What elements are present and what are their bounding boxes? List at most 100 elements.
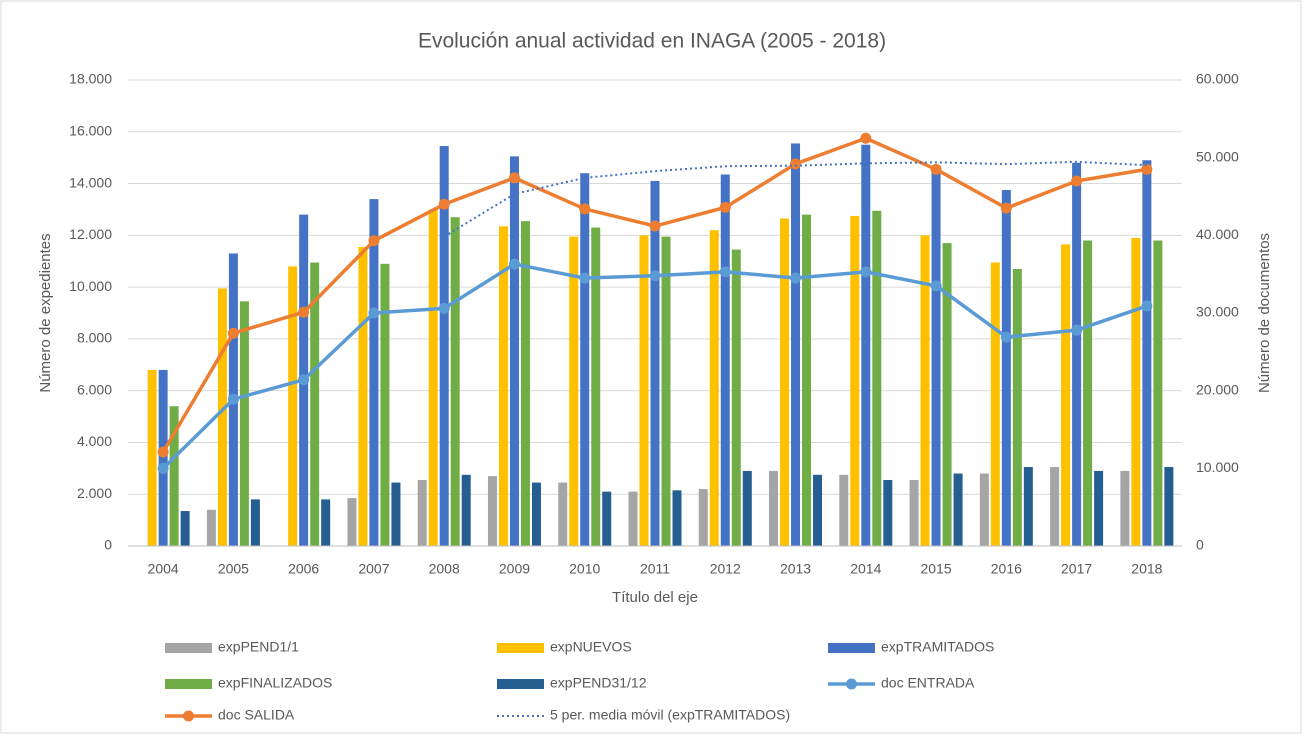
x-tick-label: 2007 [358, 561, 389, 577]
bar [720, 174, 730, 546]
legend-swatch [828, 643, 875, 653]
y-tick-label: 0 [104, 537, 112, 553]
y-tick-label: 2.000 [77, 485, 112, 501]
bar [861, 144, 871, 546]
y-tick-label: 6.000 [77, 381, 112, 397]
x-tick-label: 2004 [148, 561, 179, 577]
marker [508, 172, 520, 184]
marker [860, 266, 872, 278]
y2-tick-label: 40.000 [1196, 226, 1239, 242]
legend-swatch [165, 679, 212, 689]
legend-label: expPEND31/12 [550, 675, 647, 691]
y-tick-label: 18.000 [69, 71, 112, 87]
marker [1071, 324, 1083, 336]
bar [791, 143, 801, 546]
legend-label: 5 per. media móvil (expTRAMITADOS) [550, 707, 790, 723]
marker [790, 272, 802, 284]
x-tick-label: 2013 [780, 561, 811, 577]
y-tick-label: 10.000 [69, 278, 112, 294]
bar [180, 511, 190, 546]
bar [487, 476, 497, 546]
marker [298, 306, 310, 318]
x-tick-label: 2011 [640, 561, 670, 577]
bar [850, 215, 860, 546]
bar [239, 301, 249, 546]
marker [860, 132, 872, 144]
bar [1001, 190, 1011, 546]
bar [639, 235, 649, 547]
bar [931, 168, 941, 546]
legend-label: expNUEVOS [550, 639, 632, 655]
marker [368, 307, 380, 319]
bar [672, 490, 682, 546]
legend-label: expFINALIZADOS [218, 675, 332, 691]
y2-tick-label: 20.000 [1196, 381, 1239, 397]
bar [250, 499, 260, 546]
y2-tick-label: 50.000 [1196, 148, 1239, 164]
y-axis-title: Número de expedientes [37, 233, 54, 392]
bar [920, 235, 930, 547]
legend-swatch [497, 643, 544, 653]
x-axis-title: Título del eje [612, 589, 698, 606]
y2-tick-label: 60.000 [1196, 71, 1239, 87]
marker [157, 446, 169, 458]
x-tick-label: 2009 [499, 561, 530, 577]
bar [1153, 240, 1163, 546]
marker [1141, 163, 1153, 175]
bar [661, 236, 671, 546]
bar [990, 262, 1000, 546]
legend-swatch [497, 679, 544, 689]
y2-tick-label: 10.000 [1196, 459, 1239, 475]
bar [1072, 162, 1082, 546]
bar [802, 214, 812, 546]
bar [369, 199, 379, 547]
marker [579, 272, 591, 284]
bar [206, 509, 216, 546]
bar [1120, 470, 1130, 546]
x-tick-label: 2015 [920, 561, 951, 577]
bar [698, 489, 708, 546]
bar [358, 246, 368, 546]
x-tick-label: 2014 [850, 561, 881, 577]
bar [169, 406, 179, 546]
legend-marker [846, 678, 857, 690]
x-tick-label: 2006 [288, 561, 319, 577]
marker [438, 302, 450, 314]
legend-label: expTRAMITADOS [881, 639, 994, 655]
bar [813, 474, 823, 546]
y2-tick-label: 0 [1196, 537, 1204, 553]
marker [227, 327, 239, 339]
bar [1083, 240, 1093, 546]
bar [380, 263, 390, 546]
x-tick-label: 2017 [1061, 561, 1092, 577]
marker [579, 203, 591, 215]
bar [391, 482, 401, 546]
bar [531, 482, 541, 546]
bar [650, 180, 660, 546]
y-tick-label: 12.000 [69, 226, 112, 242]
marker [930, 163, 942, 175]
bar [953, 473, 963, 546]
bar [942, 243, 952, 546]
bar [731, 249, 741, 547]
x-tick-label: 2005 [218, 561, 249, 577]
marker [227, 393, 239, 405]
bar [769, 470, 779, 546]
bar [439, 146, 449, 546]
bar [1094, 470, 1104, 546]
marker [1071, 175, 1083, 187]
x-tick-label: 2008 [429, 561, 460, 577]
bar [909, 479, 919, 546]
bar [558, 482, 568, 546]
marker [719, 266, 731, 278]
bar [742, 470, 752, 546]
marker [719, 201, 731, 213]
bar [883, 479, 893, 546]
marker [1000, 331, 1012, 343]
bar [450, 217, 460, 546]
bar [709, 230, 719, 546]
bar [628, 491, 638, 546]
bar [288, 266, 298, 546]
legend-swatch [165, 643, 212, 653]
